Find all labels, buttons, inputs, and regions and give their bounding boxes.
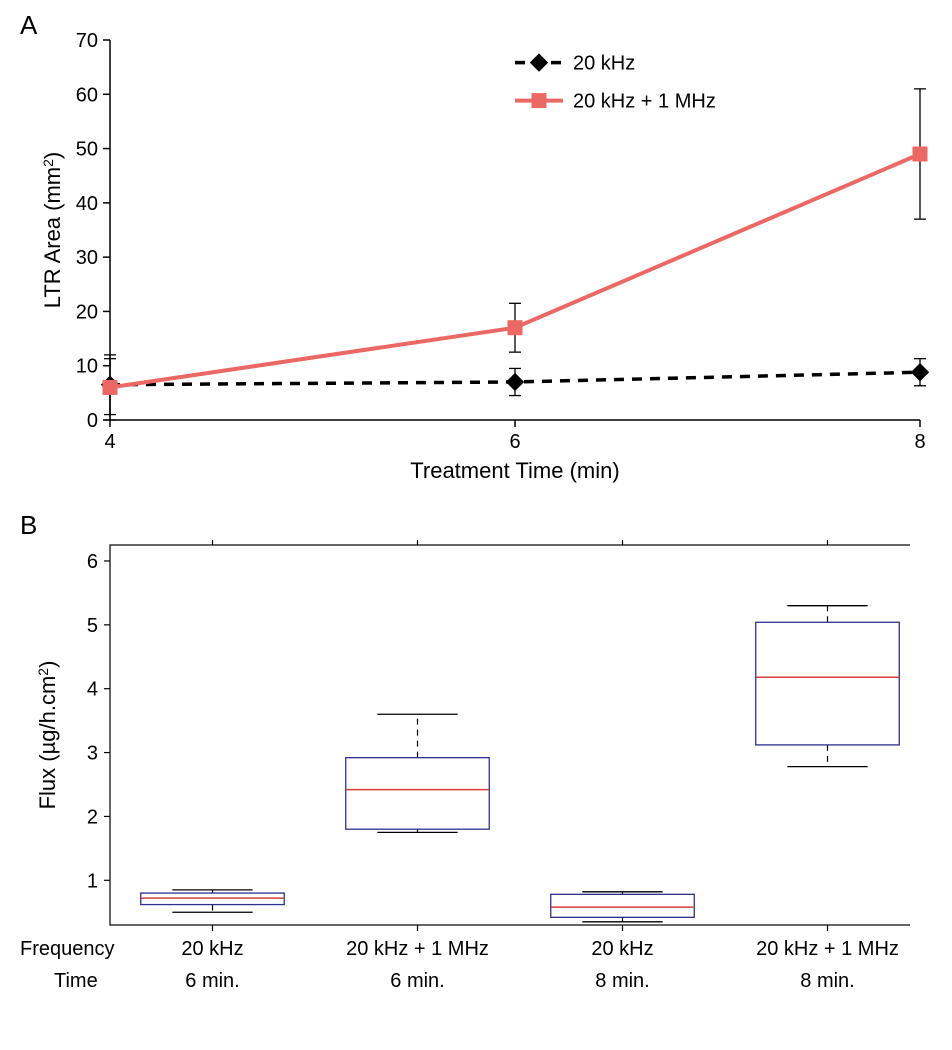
panel-b-label: B [20, 510, 37, 541]
xaxis-time-label: 8 min. [800, 970, 854, 992]
svg-text:40: 40 [76, 193, 98, 215]
svg-text:4: 4 [104, 431, 115, 453]
xaxis-time-label: 8 min. [595, 970, 649, 992]
svg-text:70: 70 [76, 30, 98, 52]
svg-text:6: 6 [87, 551, 98, 573]
xaxis-freq-label: 20 kHz + 1 MHz [346, 938, 489, 960]
panel-a-ylabel: LTR Area (mm2) [40, 152, 65, 309]
svg-text:0: 0 [87, 410, 98, 432]
xaxis-freq-label: 20 kHz [181, 938, 243, 960]
xaxis-time-label: 6 min. [185, 970, 239, 992]
svg-text:1: 1 [87, 870, 98, 892]
svg-text:5: 5 [87, 615, 98, 637]
legend-label: 20 kHz + 1 MHz [573, 91, 716, 113]
xaxis-freq-label: 20 kHz + 1 MHz [756, 938, 899, 960]
svg-text:30: 30 [76, 247, 98, 269]
xaxis-time-label: 6 min. [390, 970, 444, 992]
svg-text:6: 6 [509, 431, 520, 453]
panel-b-ylabel: Flux (µg/h.cm2) [35, 661, 60, 810]
svg-text:8: 8 [914, 431, 925, 453]
svg-text:50: 50 [76, 139, 98, 161]
panel-a-xlabel: Treatment Time (min) [410, 458, 619, 483]
svg-text:3: 3 [87, 743, 98, 765]
svg-text:10: 10 [76, 356, 98, 378]
panel-b-chart: 1 2 3 4 5 6 Flux (µg/h.cm2) 20 kHz 6 min. 20 kHz … [20, 540, 910, 1010]
panel-a-label: A [20, 10, 37, 41]
svg-text:4: 4 [87, 679, 98, 701]
svg-text:20: 20 [76, 301, 98, 323]
figure-root: A 0 10 20 30 40 50 60 70 4 6 8 LTR Area (mm2) Treatm… [0, 0, 952, 1050]
svg-text:60: 60 [76, 84, 98, 106]
svg-text:2: 2 [87, 806, 98, 828]
legend-label: 20 kHz [573, 53, 635, 75]
panel-a-chart: 0 10 20 30 40 50 60 70 4 6 8 LTR Area (mm2) Treatmen… [40, 30, 930, 500]
xaxis-row-label-time: Time [54, 970, 98, 992]
xaxis-freq-label: 20 kHz [591, 938, 653, 960]
xaxis-row-label-frequency: Frequency [20, 938, 115, 960]
